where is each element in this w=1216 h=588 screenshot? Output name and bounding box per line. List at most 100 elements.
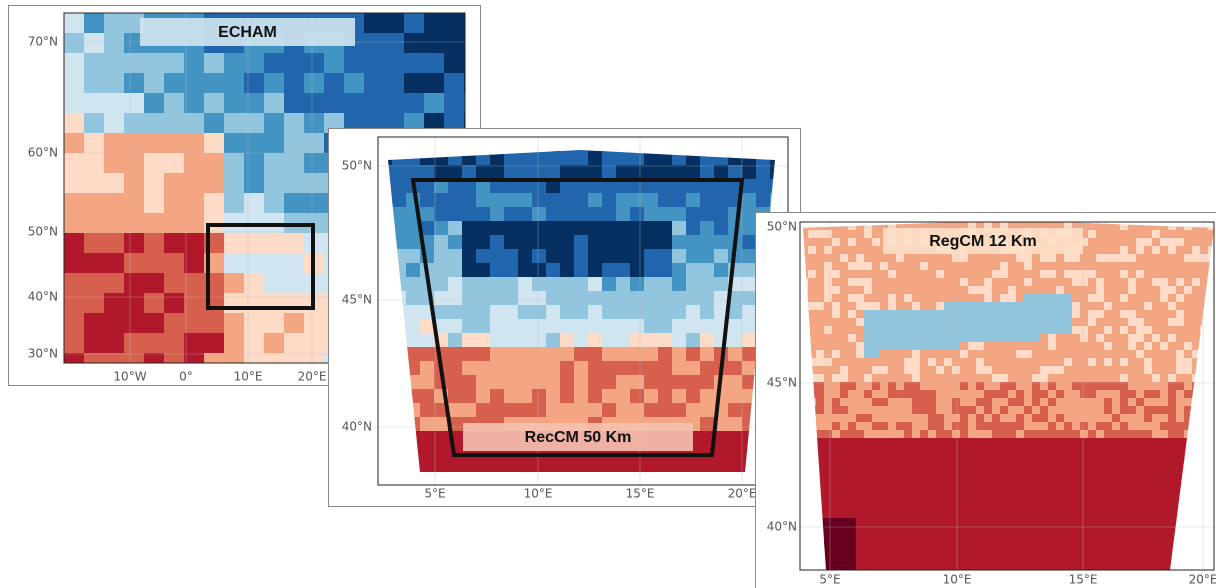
map-cell	[84, 193, 105, 214]
map-cell	[1120, 478, 1129, 487]
map-cell	[880, 358, 889, 367]
map-cell	[1104, 542, 1113, 551]
map-cell	[928, 334, 937, 343]
map-cell	[658, 305, 673, 320]
map-cell	[848, 542, 857, 551]
map-cell	[1032, 270, 1041, 279]
map-cell	[364, 53, 385, 74]
map-cell	[1040, 390, 1049, 399]
map-cell	[588, 165, 603, 180]
map-cell	[672, 403, 687, 418]
map-cell	[1160, 406, 1169, 415]
map-cell	[1184, 366, 1193, 375]
map-cell	[1112, 446, 1121, 455]
map-cell	[532, 221, 547, 236]
map-cell	[1008, 438, 1017, 447]
map-cell	[1064, 278, 1073, 287]
map-cell	[1096, 262, 1105, 271]
map-cell	[1008, 462, 1017, 471]
map-cell	[1096, 422, 1105, 431]
map-cell	[204, 73, 225, 94]
map-cell	[588, 277, 603, 292]
map-cell	[944, 542, 953, 551]
map-cell	[1160, 374, 1169, 383]
map-cell	[1032, 262, 1041, 271]
map-cell	[896, 278, 905, 287]
map-cell	[1040, 326, 1049, 335]
map-cell	[840, 454, 849, 463]
map-cell	[546, 347, 561, 362]
map-cell	[1168, 374, 1177, 383]
map-cell	[1000, 334, 1009, 343]
map-cell	[284, 293, 305, 314]
map-cell	[392, 179, 407, 194]
map-cell	[968, 286, 977, 295]
map-cell	[1136, 390, 1145, 399]
map-cell	[504, 375, 519, 390]
map-cell	[756, 193, 771, 208]
map-cell	[976, 310, 985, 319]
map-cell	[912, 550, 921, 559]
map-cell	[1000, 518, 1009, 527]
map-cell	[1200, 270, 1209, 279]
map-cell	[904, 422, 913, 431]
map-cell	[840, 286, 849, 295]
map-cell	[264, 133, 285, 154]
map-cell	[984, 326, 993, 335]
map-cell	[840, 238, 849, 247]
map-cell	[1152, 318, 1161, 327]
map-cell	[224, 93, 245, 114]
map-cell	[1088, 558, 1097, 567]
map-cell	[912, 422, 921, 431]
map-cell	[848, 390, 857, 399]
map-cell	[840, 318, 849, 327]
map-cell	[968, 414, 977, 423]
map-cell	[848, 438, 857, 447]
map-cell	[984, 294, 993, 303]
map-cell	[672, 221, 687, 236]
map-cell	[1040, 446, 1049, 455]
map-cell	[560, 263, 575, 278]
lat-label: 40°N	[767, 520, 797, 534]
map-cell	[824, 414, 833, 423]
map-cell	[532, 277, 547, 292]
map-cell	[574, 277, 589, 292]
map-cell	[1168, 462, 1177, 471]
map-cell	[64, 133, 85, 154]
map-cell	[1056, 534, 1065, 543]
map-cell	[588, 235, 603, 250]
map-cell	[742, 319, 757, 334]
map-cell	[518, 319, 533, 334]
map-cell	[1128, 534, 1137, 543]
map-cell	[1136, 542, 1145, 551]
map-cell	[686, 277, 701, 292]
map-cell	[1096, 430, 1105, 439]
map-cell	[84, 173, 105, 194]
map-cell	[462, 305, 477, 320]
lat-label: 60°N	[28, 146, 58, 160]
map-cell	[304, 193, 325, 214]
map-cell	[1168, 494, 1177, 503]
map-cell	[1016, 374, 1025, 383]
map-cell	[1176, 406, 1185, 415]
map-cell	[462, 375, 477, 390]
map-cell	[936, 286, 945, 295]
map-cell	[104, 73, 125, 94]
map-cell	[960, 398, 969, 407]
map-cell	[742, 193, 757, 208]
map-cell	[1152, 438, 1161, 447]
map-cell	[448, 403, 463, 418]
map-cell	[1064, 422, 1073, 431]
map-cell	[560, 305, 575, 320]
map-cell	[1160, 486, 1169, 495]
map-cell	[896, 350, 905, 359]
map-cell	[976, 534, 985, 543]
map-cell	[1152, 358, 1161, 367]
map-cell	[888, 254, 897, 263]
map-cell	[816, 366, 825, 375]
map-cell	[992, 254, 1001, 263]
map-cell	[1152, 534, 1161, 543]
map-cell	[976, 262, 985, 271]
map-cell	[936, 494, 945, 503]
map-cell	[864, 438, 873, 447]
